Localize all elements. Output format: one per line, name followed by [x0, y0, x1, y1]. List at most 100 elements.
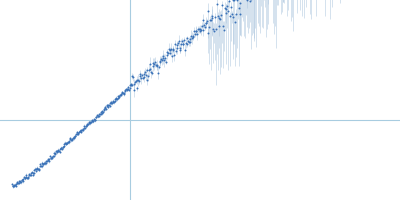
Point — [118, 92, 124, 95]
Point — [124, 86, 131, 89]
Point — [10, 185, 16, 188]
Point — [136, 80, 142, 83]
Point — [98, 111, 104, 114]
Point — [44, 159, 50, 163]
Point — [111, 100, 117, 103]
Point — [41, 161, 48, 165]
Point — [208, 19, 214, 22]
Point — [67, 137, 73, 140]
Point — [105, 104, 111, 107]
Point — [53, 150, 59, 153]
Point — [162, 60, 169, 63]
Point — [139, 74, 145, 77]
Point — [100, 111, 106, 114]
Point — [73, 133, 80, 136]
Point — [52, 152, 59, 155]
Point — [9, 183, 15, 186]
Point — [76, 129, 83, 132]
Point — [82, 124, 89, 127]
Point — [128, 84, 134, 87]
Point — [44, 157, 51, 161]
Point — [193, 29, 200, 32]
Point — [93, 116, 100, 119]
Point — [130, 83, 137, 86]
Point — [133, 80, 139, 83]
Point — [195, 28, 201, 31]
Point — [49, 156, 56, 159]
Point — [56, 149, 62, 152]
Point — [243, 0, 250, 1]
Point — [75, 132, 82, 135]
Point — [158, 57, 164, 60]
Point — [47, 155, 53, 158]
Point — [144, 68, 150, 71]
Point — [77, 129, 83, 132]
Point — [145, 75, 151, 78]
Point — [11, 183, 17, 186]
Point — [214, 3, 220, 6]
Point — [28, 171, 34, 174]
Point — [135, 79, 141, 82]
Point — [162, 56, 168, 59]
Point — [107, 104, 114, 107]
Point — [216, 17, 222, 20]
Point — [170, 48, 176, 51]
Point — [114, 97, 120, 101]
Point — [80, 125, 87, 128]
Point — [188, 35, 194, 38]
Point — [68, 138, 75, 141]
Point — [50, 154, 56, 158]
Point — [213, 27, 219, 30]
Point — [189, 36, 195, 40]
Point — [206, 26, 212, 29]
Point — [62, 142, 69, 145]
Point — [143, 78, 150, 81]
Point — [25, 177, 32, 180]
Point — [10, 184, 16, 187]
Point — [48, 157, 54, 160]
Point — [148, 71, 154, 74]
Point — [215, 24, 222, 27]
Point — [20, 179, 27, 182]
Point — [231, 0, 238, 1]
Point — [38, 164, 45, 168]
Point — [205, 10, 211, 13]
Point — [146, 62, 153, 65]
Point — [119, 90, 126, 94]
Point — [26, 174, 33, 177]
Point — [126, 83, 133, 86]
Point — [55, 149, 62, 152]
Point — [24, 177, 30, 180]
Point — [186, 37, 193, 40]
Point — [123, 88, 130, 91]
Point — [203, 22, 210, 25]
Point — [16, 181, 22, 184]
Point — [178, 43, 184, 46]
Point — [225, 9, 231, 12]
Point — [14, 181, 20, 184]
Point — [140, 76, 147, 79]
Point — [18, 181, 24, 184]
Point — [16, 180, 22, 183]
Point — [26, 173, 32, 176]
Point — [43, 159, 50, 162]
Point — [92, 118, 98, 121]
Point — [132, 81, 138, 84]
Point — [122, 89, 128, 92]
Point — [202, 25, 208, 29]
Point — [209, 16, 216, 20]
Point — [232, 21, 238, 24]
Point — [54, 149, 60, 152]
Point — [70, 136, 76, 139]
Point — [62, 142, 68, 145]
Point — [196, 28, 202, 31]
Point — [228, 5, 234, 8]
Point — [103, 108, 109, 111]
Point — [42, 162, 49, 165]
Point — [224, 4, 230, 7]
Point — [134, 78, 140, 81]
Point — [161, 59, 168, 62]
Point — [156, 65, 162, 69]
Point — [32, 169, 39, 172]
Point — [66, 140, 72, 143]
